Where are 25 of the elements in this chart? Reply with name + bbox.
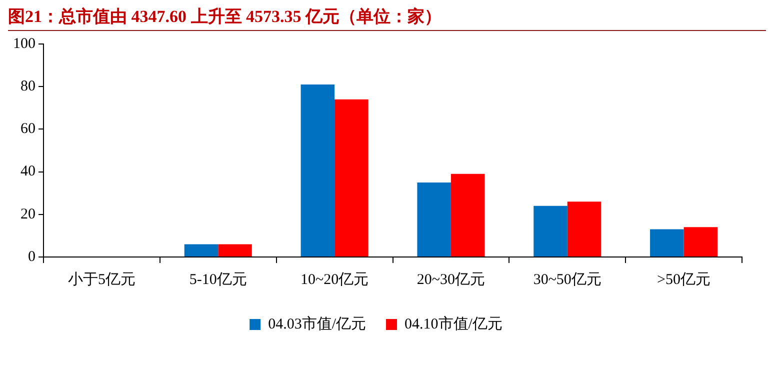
bar <box>534 206 568 256</box>
bar <box>684 227 718 256</box>
y-tick-label: 80 <box>20 78 36 95</box>
bar <box>218 244 252 256</box>
bar <box>300 84 335 256</box>
x-tick-label: 10~20亿元 <box>300 272 369 288</box>
x-tick-label: 小于5亿元 <box>68 270 136 288</box>
x-tick-label: 20~30亿元 <box>416 272 486 288</box>
legend-label: 04.10市值/亿元 <box>404 315 502 332</box>
y-tick-label: 0 <box>28 248 36 265</box>
x-tick-label: 30~50亿元 <box>533 272 602 288</box>
y-tick-label: 60 <box>20 121 36 138</box>
bar <box>450 174 485 256</box>
y-tick-label: 40 <box>20 164 36 180</box>
bar <box>417 182 451 256</box>
bar <box>650 229 684 256</box>
x-tick-label: 5-10亿元 <box>189 272 247 288</box>
chart-title: 图21：总市值由 4347.60 上升至 4573.35 亿元（单位：家） <box>8 4 766 31</box>
bar <box>334 99 368 256</box>
x-tick-label: >50亿元 <box>657 272 711 288</box>
bar <box>184 244 218 256</box>
y-tick-label: 20 <box>20 206 36 222</box>
bar <box>567 202 602 256</box>
legend-label: 04.03市值/亿元 <box>268 315 366 332</box>
y-tick-label: 100 <box>13 36 36 52</box>
